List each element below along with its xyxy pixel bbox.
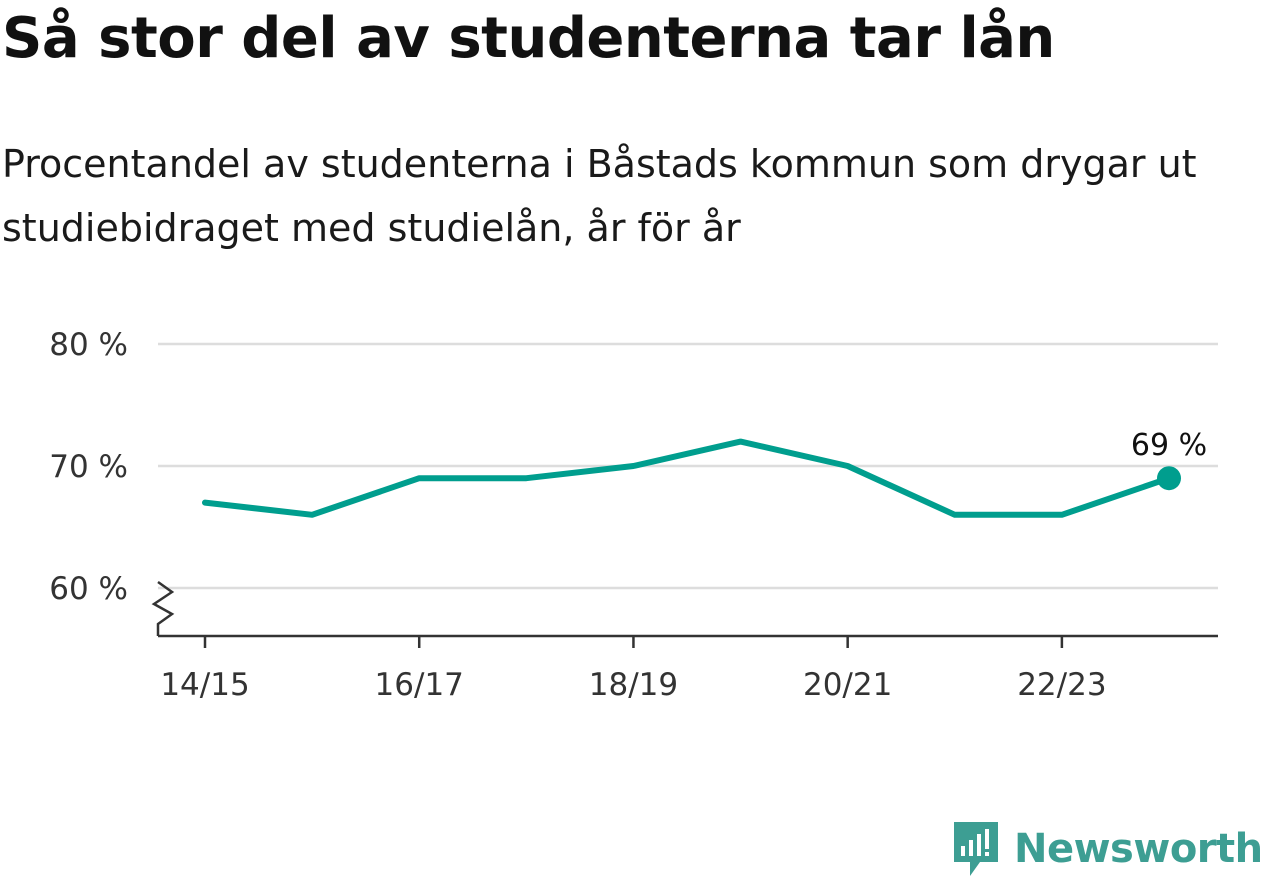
y-tick-label: 70 % bbox=[49, 449, 128, 485]
series bbox=[202, 438, 1181, 518]
brand-name: Newsworthy bbox=[1014, 826, 1262, 872]
y-axis-break bbox=[151, 580, 175, 636]
series-line bbox=[202, 438, 1172, 518]
y-tick-label: 80 % bbox=[49, 327, 128, 363]
x-tick-label: 18/19 bbox=[589, 667, 678, 703]
last-point-marker bbox=[1157, 466, 1181, 491]
last-value-label: 69 % bbox=[1131, 428, 1207, 463]
x-tick-label: 14/15 bbox=[160, 667, 249, 703]
x-tick-label: 20/21 bbox=[803, 667, 892, 703]
x-tick-label: 16/17 bbox=[375, 667, 464, 703]
newsworthy-logo: Newsworthy bbox=[950, 818, 1262, 880]
chart-subtitle: Procentandel av studenterna i Båstads ko… bbox=[2, 142, 1197, 250]
axes bbox=[151, 580, 1218, 648]
grid-lines bbox=[158, 342, 1218, 590]
newsworthy-logo-icon bbox=[954, 822, 998, 876]
y-tick-label: 60 % bbox=[49, 571, 128, 607]
chart-title: Så stor del av studenterna tar lån bbox=[2, 6, 1055, 71]
labels: 60 % 70 % 80 % 14/15 16/17 18/19 20/21 22/23 69 … bbox=[49, 327, 1207, 703]
x-tick-label: 22/23 bbox=[1017, 667, 1106, 703]
